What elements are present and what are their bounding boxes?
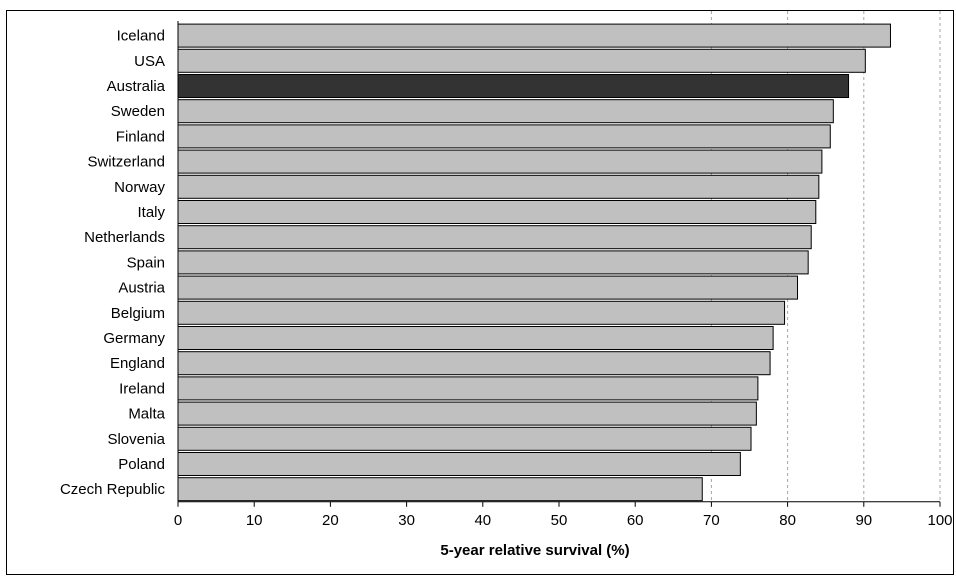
category-label: Italy: [137, 204, 165, 221]
category-labels: Iceland USA Australia Sweden Finland Switzerl…: [60, 28, 166, 499]
category-label: England: [110, 355, 165, 372]
bar-england: [177, 351, 771, 376]
category-label: Germany: [103, 330, 165, 347]
bar-spain: [177, 250, 809, 275]
bar-switzerland: [177, 149, 823, 174]
bar-malta: [177, 401, 757, 426]
category-label: Slovenia: [107, 431, 165, 448]
x-tick-label: 10: [246, 512, 263, 529]
category-label: Australia: [107, 78, 166, 95]
category-label: Netherlands: [84, 229, 165, 246]
bar-czech-republic: [177, 477, 703, 502]
category-label: Poland: [118, 456, 165, 473]
category-label: Spain: [127, 254, 165, 271]
chart-frame: 0 10 20 30 40 50 60 70 80 90 100 Iceland USA Austral…: [6, 10, 954, 575]
category-label: Ireland: [119, 380, 165, 397]
x-tick-label: 40: [474, 512, 491, 529]
bar-sweden: [177, 99, 834, 124]
category-label: Belgium: [111, 305, 165, 322]
bar-iceland: [177, 23, 891, 48]
x-tick-label: 20: [322, 512, 339, 529]
bar-germany: [177, 326, 774, 350]
bar-australia: [177, 74, 850, 98]
category-label: Czech Republic: [60, 481, 166, 498]
x-tick-label: 0: [174, 512, 182, 529]
bar-norway: [177, 174, 820, 199]
x-axis: 0 10 20 30 40 50 60 70 80 90 100: [174, 21, 953, 529]
x-tick-label: 70: [703, 512, 720, 529]
bar-usa: [177, 48, 866, 73]
x-tick-label: 80: [779, 512, 796, 529]
bar-finland: [177, 124, 831, 149]
category-label: Switzerland: [87, 154, 165, 171]
bar-ireland: [177, 376, 759, 401]
bar-belgium: [177, 300, 786, 325]
category-label: Finland: [116, 128, 165, 145]
category-label: Iceland: [117, 28, 165, 45]
category-label: Malta: [128, 406, 165, 423]
bar-italy: [177, 200, 817, 224]
bar-poland: [177, 452, 741, 476]
category-label: Sweden: [111, 103, 165, 120]
bar-netherlands: [177, 225, 812, 250]
x-tick-label: 90: [855, 512, 872, 529]
bar-austria: [177, 275, 799, 300]
bars: [177, 23, 891, 502]
x-tick-label: 100: [927, 512, 952, 529]
x-tick-label: 50: [551, 512, 568, 529]
x-tick-label: 30: [398, 512, 415, 529]
category-label: Austria: [118, 280, 165, 297]
bar-slovenia: [177, 426, 752, 451]
category-label: USA: [134, 53, 165, 70]
x-axis-title: 5-year relative survival (%): [440, 542, 629, 559]
x-tick-label: 60: [627, 512, 644, 529]
bar-chart: 0 10 20 30 40 50 60 70 80 90 100 Iceland USA Austral…: [60, 11, 953, 559]
category-label: Norway: [114, 179, 165, 196]
